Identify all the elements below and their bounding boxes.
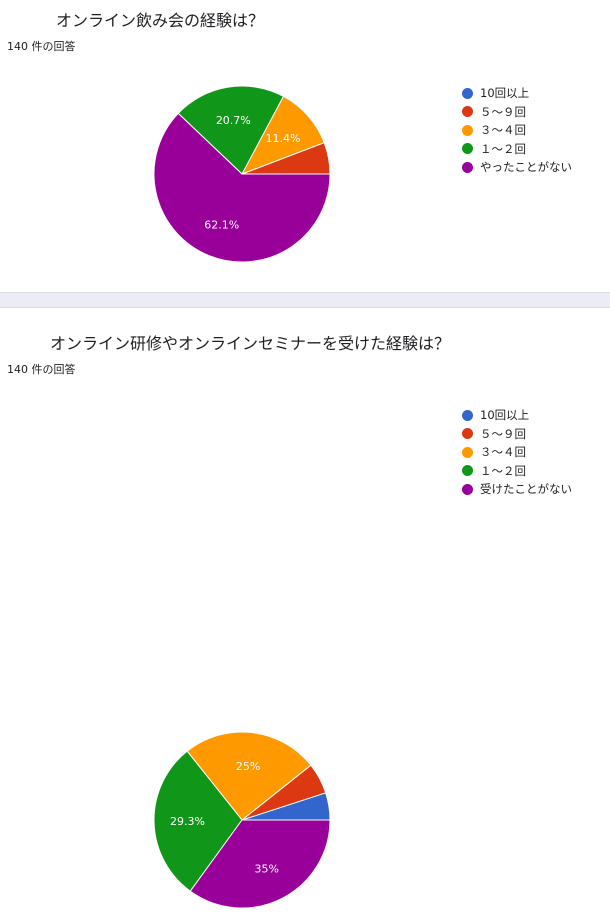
chart-title: オンライン飲み会の経験は？: [56, 11, 265, 30]
response-count: 140 件の回答: [7, 40, 76, 53]
chart-legend: 10回以上 ５～９回 ３～４回 １～２回受けたことがない: [462, 406, 572, 499]
legend-label: ３～４回: [480, 123, 526, 138]
slice-data-label-2: 25%: [236, 760, 260, 773]
legend-label: １～２回: [480, 463, 526, 478]
legend-item-3: １～２回: [462, 462, 572, 481]
legend-label: 受けたことがない: [480, 482, 572, 497]
slice-data-label-4: 62.1%: [204, 219, 239, 232]
chart-legend: 10回以上 ５～９回 ３～４回 １～２回やったことがない: [462, 84, 572, 177]
slice-data-label-3: 20.7%: [216, 114, 251, 127]
legend-swatch: [462, 428, 473, 440]
legend-item-1: ５～９回: [462, 103, 572, 122]
legend-swatch: [462, 465, 473, 477]
legend-swatch: [462, 106, 473, 118]
legend-swatch: [462, 446, 473, 458]
legend-swatch: [462, 161, 473, 173]
legend-item-1: ５～９回: [462, 425, 572, 444]
slice-data-label-4: 35%: [255, 863, 279, 876]
legend-swatch: [462, 124, 473, 136]
pie-chart: 11.4% 20.7% 62.1%: [153, 85, 331, 263]
slice-data-label-2: 11.4%: [265, 132, 300, 145]
legend-label: ５～９回: [480, 426, 526, 441]
slice-data-label-3: 29.3%: [170, 815, 205, 828]
pie-slice-2: [240, 95, 325, 175]
pie-slice-4: [153, 112, 331, 263]
pie-chart: 25% 29.3% 35%: [153, 731, 331, 909]
legend-swatch: [462, 87, 473, 99]
legend-item-3: １～２回: [462, 140, 572, 159]
legend-label: １～２回: [480, 141, 526, 156]
legend-label: 10回以上: [480, 86, 530, 101]
legend-item-4: やったことがない: [462, 158, 572, 177]
legend-label: ５～９回: [480, 104, 526, 119]
legend-label: やったことがない: [480, 160, 572, 175]
chart-title: オンライン研修やオンラインセミナーを受けた経験は？: [50, 334, 451, 353]
legend-item-2: ３～４回: [462, 443, 572, 462]
chart-card-online-drinking: オンライン飲み会の経験は？ 140 件の回答 11.4% 20.7% 62.1% 1…: [0, 0, 610, 292]
legend-item-0: 10回以上: [462, 84, 572, 103]
legend-label: ３～４回: [480, 445, 526, 460]
legend-item-2: ３～４回: [462, 121, 572, 140]
chart-card-online-seminar: オンライン研修やオンラインセミナーを受けた経験は？ 140 件の回答 25% 29…: [0, 308, 610, 909]
response-count: 140 件の回答: [7, 363, 76, 376]
pie-slice-3: [177, 85, 285, 175]
legend-label: 10回以上: [480, 408, 530, 423]
legend-swatch: [462, 483, 473, 495]
legend-swatch: [462, 143, 473, 155]
section-divider: [0, 292, 610, 308]
legend-item-4: 受けたことがない: [462, 480, 572, 499]
legend-swatch: [462, 409, 473, 421]
legend-item-0: 10回以上: [462, 406, 572, 425]
